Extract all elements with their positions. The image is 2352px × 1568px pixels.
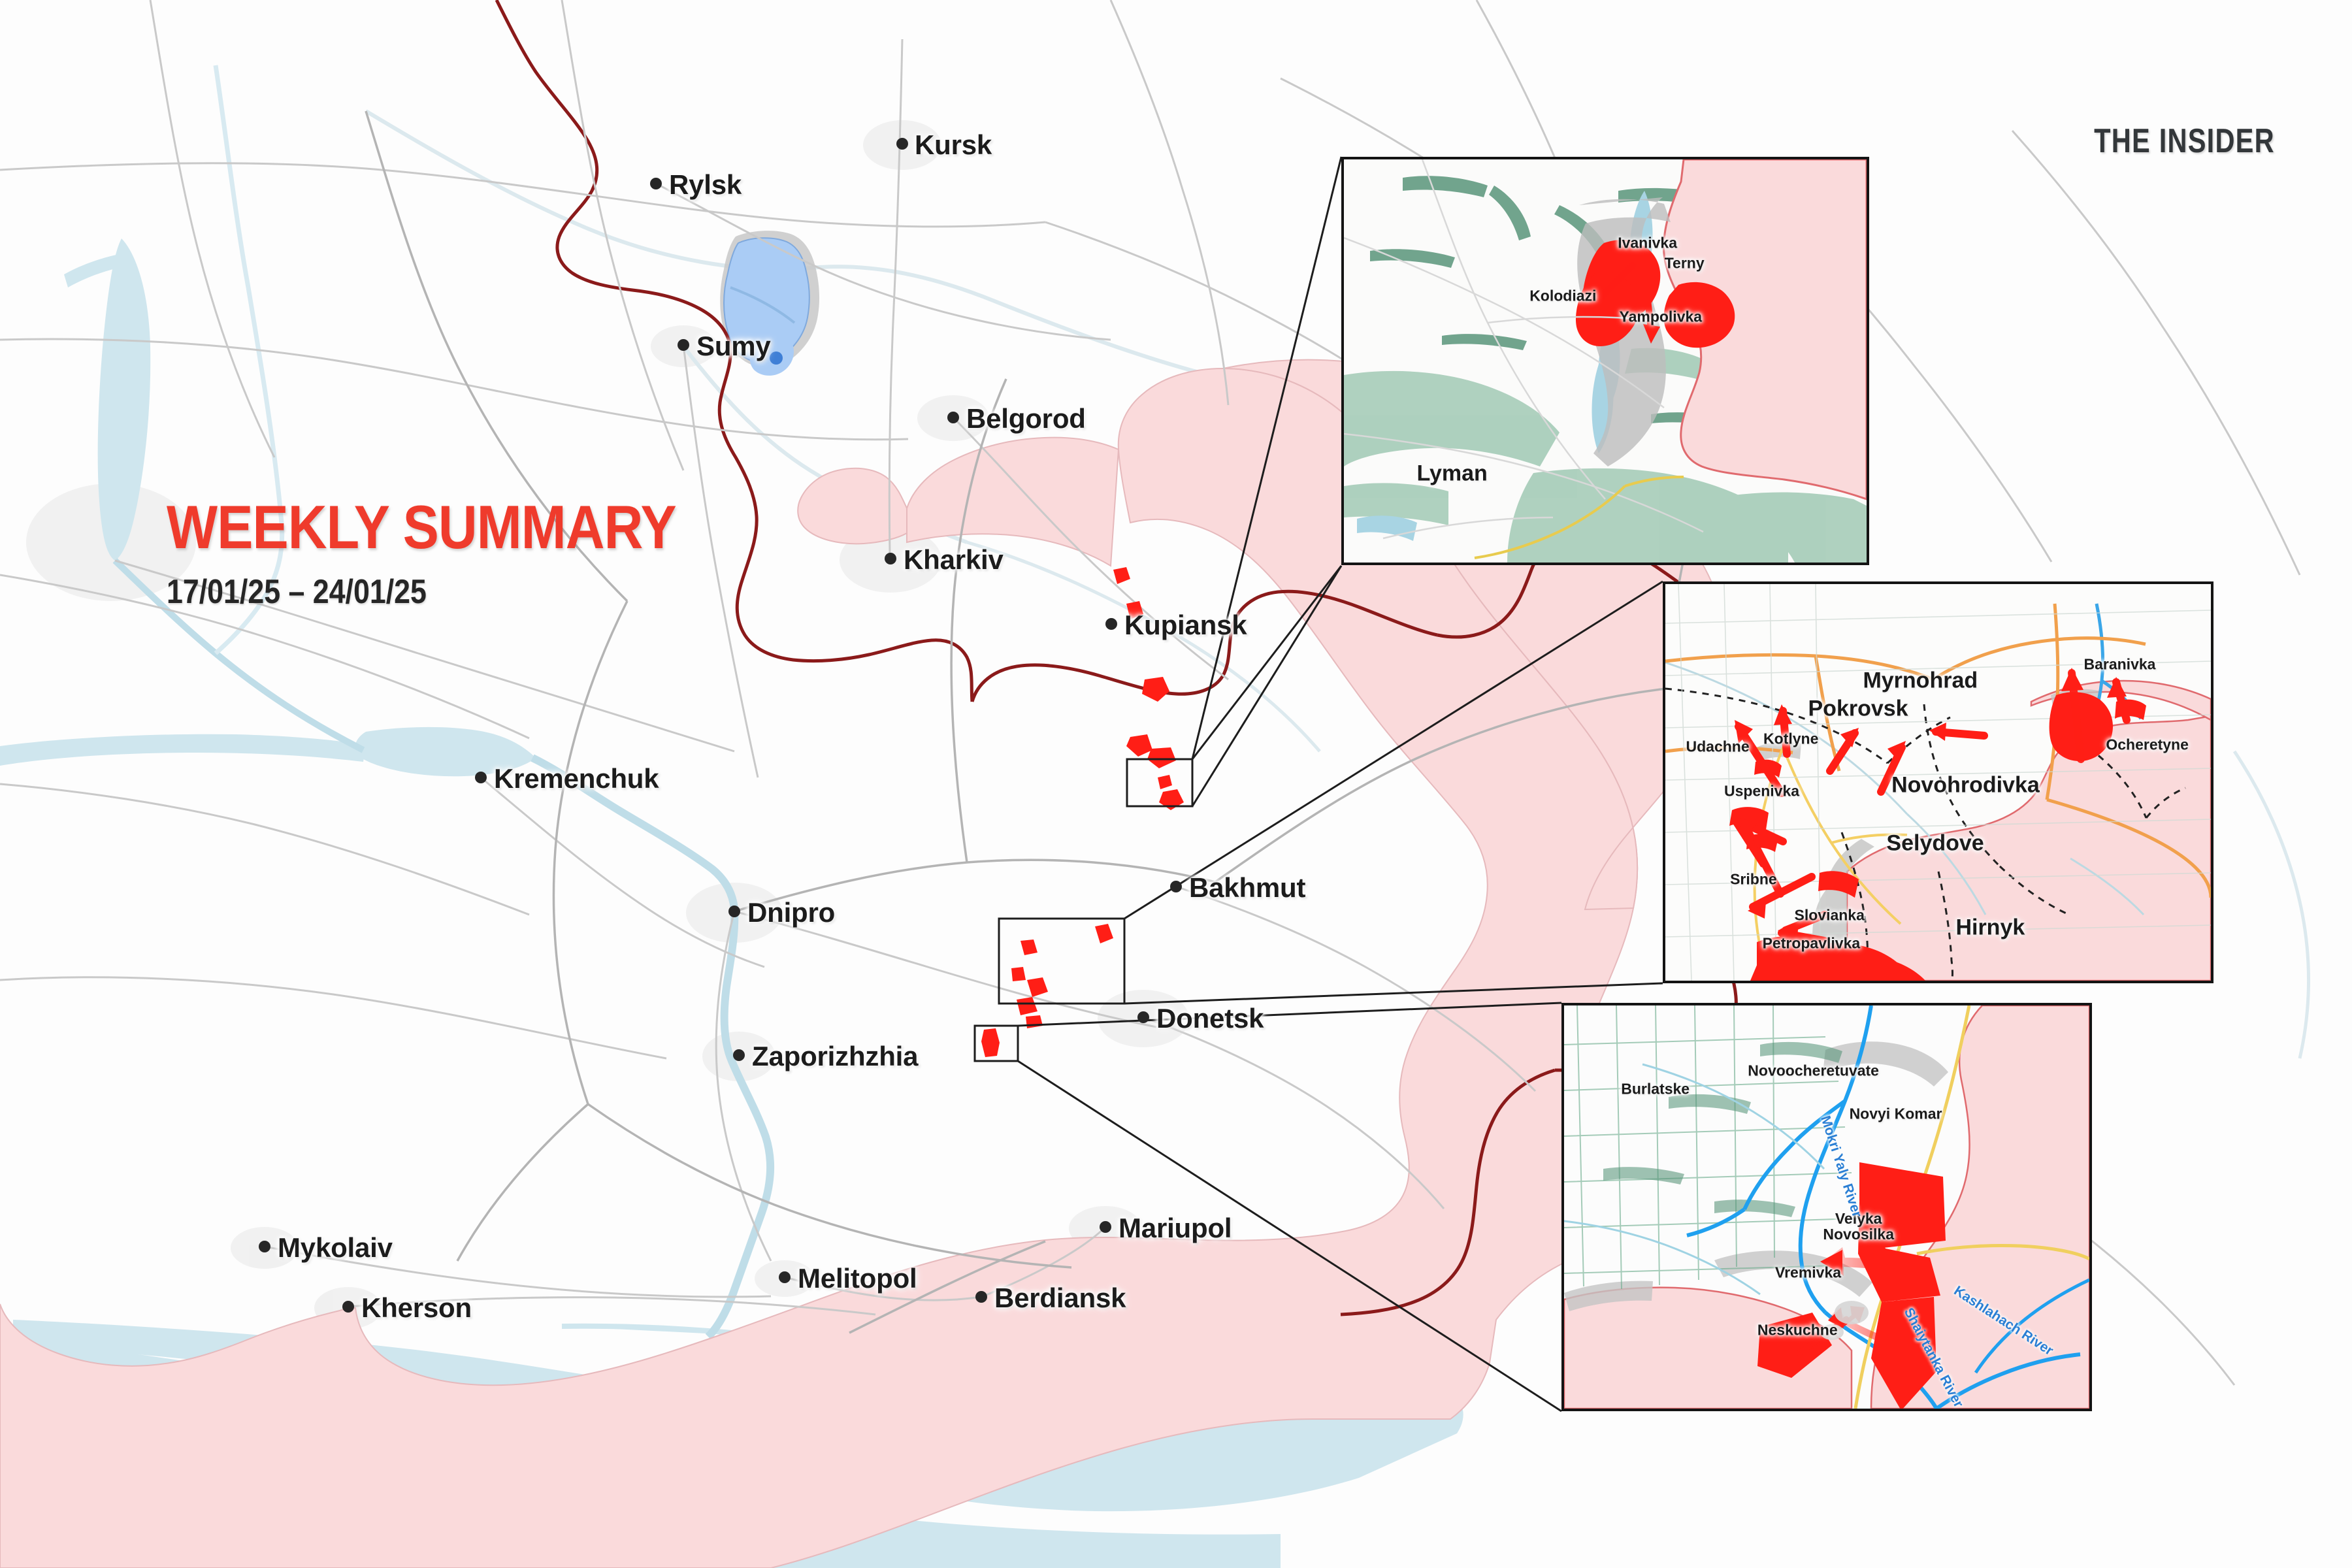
settlement-label: Slovianka: [1794, 906, 1865, 924]
title-block: WEEKLY SUMMARY 17/01/25 – 24/01/25: [167, 497, 745, 612]
advance-areas-main: [981, 567, 1184, 1057]
city-label: Mariupol: [1119, 1213, 1232, 1243]
page-title: WEEKLY SUMMARY: [167, 493, 677, 561]
city-label: Kherson: [361, 1292, 472, 1323]
settlement-label: Selydove: [1886, 830, 1984, 856]
city-dot: [1170, 881, 1182, 892]
settlement-label: Yampolivka: [1619, 308, 1703, 325]
city-dot: [1100, 1221, 1111, 1233]
settlement-label: Ivanivka: [1618, 234, 1677, 252]
settlement-label: Novyi Komar: [1849, 1105, 1942, 1122]
lyman-inset: Ivanivka Terny Kolodiazi Yampolivka Lyman: [1341, 157, 1869, 565]
city-dot: [1105, 618, 1117, 630]
city-dot: [947, 412, 959, 423]
city-label: Dnipro: [747, 897, 836, 928]
pokrovsk-inset: Baranivka Myrnohrad Pokrovsk Ocheretyne Udac…: [1663, 581, 2213, 983]
city-dot: [259, 1241, 270, 1252]
city-label: Kremenchuk: [494, 763, 659, 794]
pokrovsk-inset-map: [1665, 584, 2211, 981]
settlement-label: Sribne: [1730, 870, 1777, 888]
settlement-label: Kotlyne: [1763, 730, 1819, 747]
city-label: Melitopol: [798, 1263, 917, 1294]
settlement-label: Burlatske: [1621, 1080, 1690, 1098]
city-dot: [342, 1301, 354, 1313]
velyka-novosilka-inset: Novoocheretuvate Burlatske Novyi Komar Vely…: [1561, 1003, 2092, 1411]
kursk-incursion-area: [720, 231, 820, 376]
city-label: Belgorod: [966, 403, 1086, 434]
velyka-advance-areas: [1757, 1162, 1946, 1409]
date-range: 17/01/25 – 24/01/25: [167, 573, 427, 611]
city-label: Berdiansk: [994, 1282, 1126, 1313]
settlement-label: Myrnohrad: [1863, 668, 1978, 693]
city-dot: [885, 553, 896, 564]
callout-rects: [973, 758, 1194, 1062]
city-label: Zaporizhzhia: [752, 1041, 919, 1071]
city-dot: [779, 1271, 791, 1283]
settlement-label: Hirnyk: [1955, 915, 2025, 940]
city-dot: [728, 906, 740, 917]
city-dot: [1137, 1011, 1149, 1023]
settlement-label: Terny: [1664, 254, 1705, 272]
city-label: Kupiansk: [1124, 610, 1247, 640]
settlement-label: Novohrodivka: [1891, 772, 2040, 797]
settlement-label: Novoocheretuvate: [1748, 1062, 1879, 1079]
settlement-label: Velyka Novosilka: [1823, 1209, 1894, 1243]
settlement-label: Pokrovsk: [1808, 696, 1908, 721]
lyman-advance-areas: [1575, 240, 1735, 348]
city-label: Bakhmut: [1189, 872, 1306, 903]
city-dot: [678, 339, 689, 351]
settlement-label: Kolodiazi: [1529, 287, 1597, 304]
pokrovsk-advance-arrows: [1733, 669, 2131, 945]
publication-logo: THE INSIDER: [2094, 122, 2275, 160]
city-label: Mykolaiv: [278, 1232, 393, 1263]
settlement-label: Petropavlivka: [1762, 934, 1861, 952]
city-dot: [733, 1049, 745, 1061]
velyka-inset-map: [1564, 1005, 2089, 1409]
city-dot: [975, 1291, 987, 1303]
settlement-label: Uspenivka: [1723, 782, 1800, 800]
settlement-label: Udachne: [1686, 738, 1750, 755]
city-label: Rylsk: [669, 169, 742, 200]
settlement-label: Ocheretyne: [2106, 736, 2189, 753]
settlement-label: Lyman: [1416, 461, 1488, 486]
settlement-label: Neskuchne: [1757, 1321, 1838, 1339]
city-dot: [650, 178, 662, 189]
callout-connectors: [1017, 156, 1663, 1413]
city-dot: [896, 138, 908, 150]
settlement-label: Vremivka: [1775, 1264, 1842, 1281]
city-label: Kursk: [915, 129, 992, 160]
lyman-inset-map: [1344, 159, 1867, 563]
city-label: Sumy: [696, 331, 771, 361]
settlement-label: Baranivka: [2083, 655, 2156, 673]
city-dot: [475, 772, 487, 783]
city-label: Kharkiv: [904, 544, 1004, 575]
city-label: Donetsk: [1156, 1003, 1264, 1034]
